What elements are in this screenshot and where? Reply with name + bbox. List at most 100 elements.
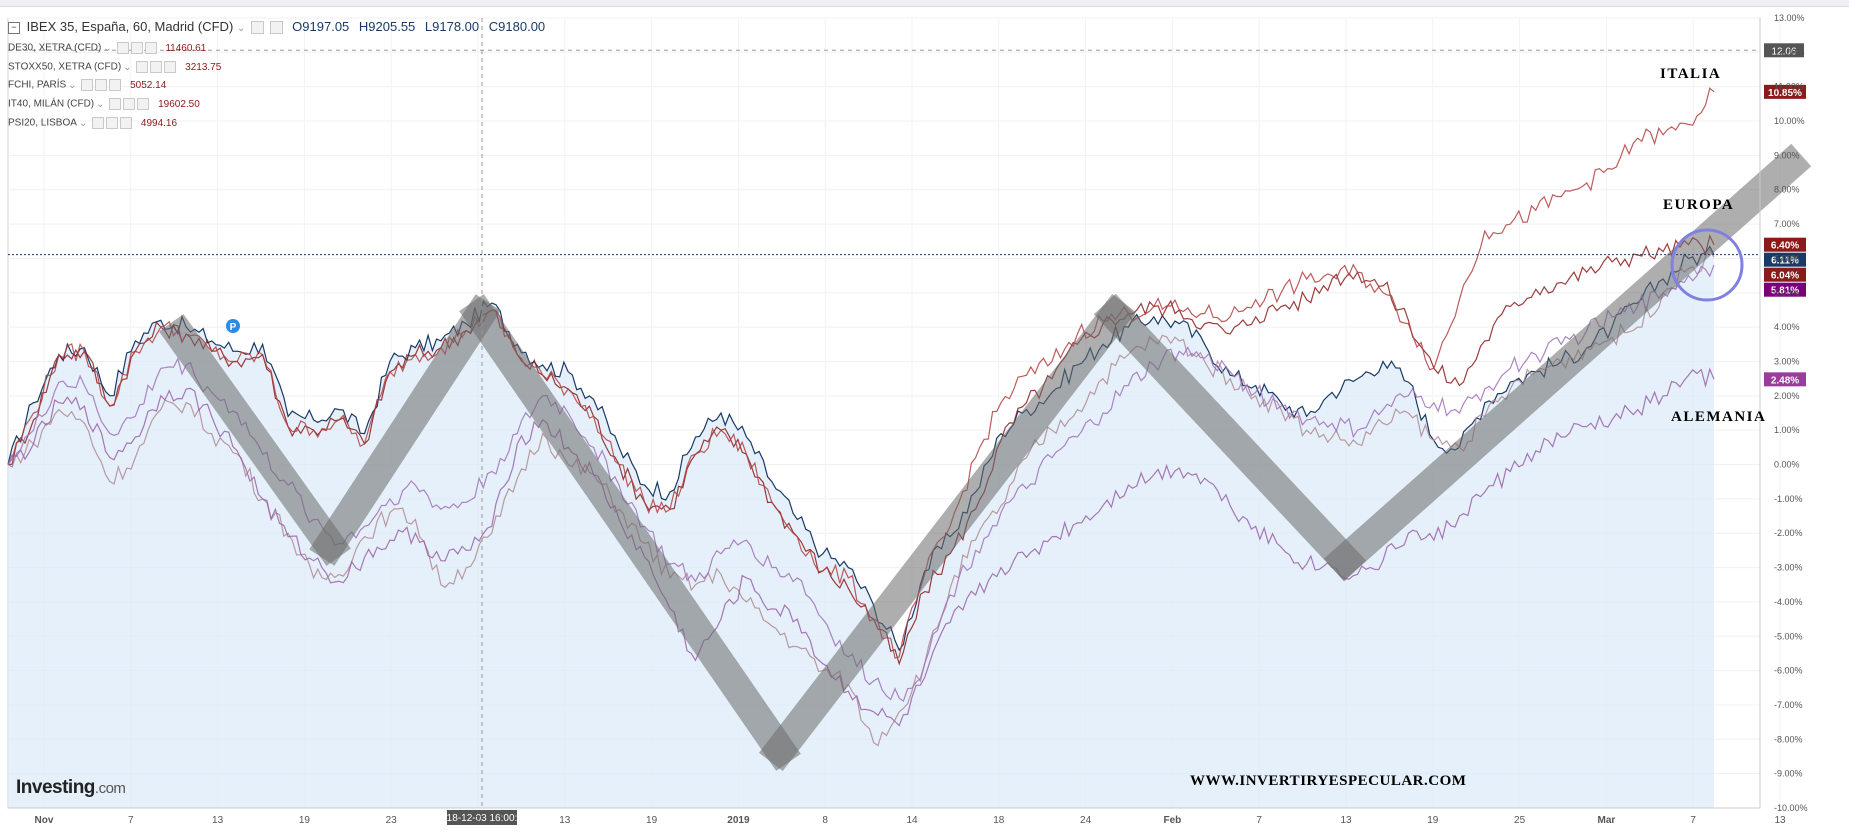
visibility-icon[interactable] xyxy=(109,98,122,110)
last-value-tag xyxy=(1764,372,1806,387)
x-tick-label: 14 xyxy=(906,815,918,826)
legend-label: IT40, MILÁN (CFD) xyxy=(8,98,95,110)
y-tick-label: 3.00% xyxy=(1774,356,1800,366)
close-icon[interactable] xyxy=(120,117,133,129)
y-tick-label: 5.00% xyxy=(1774,288,1800,298)
chevron-down-icon[interactable]: ⌄ xyxy=(103,42,112,54)
top-toolbar-strip xyxy=(0,0,1849,7)
visibility-icon[interactable] xyxy=(250,21,264,35)
chart-area-fill xyxy=(8,246,1714,808)
y-tick-label: 12.00% xyxy=(1774,47,1805,57)
close-icon[interactable] xyxy=(144,42,157,54)
x-tick-label: 13 xyxy=(1340,815,1352,826)
last-value-text: 6.11% xyxy=(1771,256,1799,267)
visibility-icon[interactable] xyxy=(116,42,129,54)
y-tick-label: 10.00% xyxy=(1774,116,1805,126)
open-value: O9197.05 xyxy=(292,19,350,34)
crosshair-date-text: 2018-12-03 16:00:00 xyxy=(436,813,529,824)
y-tick-label: 13.00% xyxy=(1774,13,1805,23)
high-value: H9205.55 xyxy=(358,19,416,34)
y-tick-label: -6.00% xyxy=(1774,666,1803,676)
y-tick-label: 1.00% xyxy=(1774,425,1800,435)
chevron-down-icon[interactable]: ⌄ xyxy=(123,61,132,73)
y-tick-label: 9.00% xyxy=(1774,150,1800,160)
main-legend[interactable]: − IBEX 35, España, 60, Madrid (CFD) ⌄ O9… xyxy=(8,19,546,35)
chevron-down-icon[interactable]: ⌄ xyxy=(96,98,105,110)
x-tick-label: 13 xyxy=(212,815,224,826)
legend-label: FCHI, PARÍS xyxy=(8,79,67,91)
legend-row-fchi[interactable]: FCHI, PARÍS ⌄ 5052.14 xyxy=(8,79,166,91)
legend-row-psi20[interactable]: PSI20, LISBOA ⌄ 4994.16 xyxy=(8,117,177,129)
highlight-circle xyxy=(1670,228,1744,302)
trend-band xyxy=(758,293,1137,772)
legend-row-it40[interactable]: IT40, MILÁN (CFD) ⌄ 19602.50 xyxy=(8,98,200,110)
last-value-tag xyxy=(1764,84,1806,99)
label-italia: ITALIA xyxy=(1660,66,1722,82)
chevron-down-icon[interactable]: ⌄ xyxy=(78,117,88,129)
legend-label: DE30, XETRA (CFD) xyxy=(8,42,102,54)
chevron-down-icon[interactable]: ⌄ xyxy=(68,79,77,91)
last-value-tag xyxy=(1764,252,1806,267)
settings-icon[interactable] xyxy=(130,42,143,54)
settings-icon[interactable] xyxy=(123,98,136,110)
trend-band xyxy=(1093,293,1367,582)
y-tick-label: -1.00% xyxy=(1774,494,1803,504)
series-line xyxy=(7,367,1715,727)
last-value-text: 2.48% xyxy=(1771,375,1799,386)
last-value-text: 6.04% xyxy=(1771,271,1799,282)
logo-suffix: .com xyxy=(94,780,126,797)
low-value: L9178.00 xyxy=(424,19,480,34)
series-line xyxy=(7,87,1715,659)
x-tick-label: 2019 xyxy=(727,815,750,826)
visibility-icon[interactable] xyxy=(92,117,105,129)
x-tick-label: 19 xyxy=(646,815,658,826)
last-value-tag xyxy=(1764,237,1806,252)
x-tick-label: 7 xyxy=(128,815,134,826)
chevron-down-icon[interactable]: ⌄ xyxy=(236,23,246,34)
event-marker xyxy=(226,319,240,333)
trend-band xyxy=(309,294,501,566)
x-tick-label: 23 xyxy=(386,815,398,826)
y-tick-label: -5.00% xyxy=(1774,631,1803,641)
x-tick-label: 13 xyxy=(559,815,571,826)
y-tick-label: 2.00% xyxy=(1774,391,1800,401)
legend-row-stoxx50[interactable]: STOXX50, XETRA (CFD) ⌄ 3213.75 xyxy=(8,61,221,73)
trend-band xyxy=(159,314,351,566)
visibility-icon[interactable] xyxy=(136,61,149,73)
close-value: C9180.00 xyxy=(488,19,546,34)
close-icon[interactable] xyxy=(164,61,177,73)
x-tick-label: 24 xyxy=(1080,815,1092,826)
x-tick-label: Feb xyxy=(1164,815,1182,826)
investing-logo: Investing.com xyxy=(16,777,126,799)
collapse-icon[interactable]: − xyxy=(8,21,20,34)
settings-icon[interactable] xyxy=(269,21,283,35)
legend-row-de30[interactable]: DE30, XETRA (CFD) ⌄ 11460.61 xyxy=(8,42,206,54)
settings-icon[interactable] xyxy=(95,79,108,91)
last-value-text: 10.85% xyxy=(1768,88,1802,99)
y-tick-label: 7.00% xyxy=(1774,219,1800,229)
x-tick-label: 19 xyxy=(299,815,311,826)
series-line xyxy=(7,248,1715,747)
settings-icon[interactable] xyxy=(106,117,119,129)
x-axis: Nov 7 13 19 23 7 13 19 2019 8 14 18 24 Feb 7 13 19 25 Mar 7… xyxy=(8,807,1786,826)
close-icon[interactable] xyxy=(109,79,122,91)
y-tick-label: -10.00% xyxy=(1774,803,1808,813)
y-tick-label: 8.00% xyxy=(1774,185,1800,195)
y-tick-label: 6.00% xyxy=(1774,253,1800,263)
series-line xyxy=(7,233,1715,666)
y-tick-label: 0.00% xyxy=(1774,460,1800,470)
y-tick-label: 4.00% xyxy=(1774,322,1800,332)
close-icon[interactable] xyxy=(137,98,150,110)
settings-icon[interactable] xyxy=(150,61,163,73)
visibility-icon[interactable] xyxy=(81,79,94,91)
legend-value: 5052.14 xyxy=(130,79,167,91)
chart-overlay: P 2018-12-03 16:00:00 12.06 10.85% 6.40% 6.11… xyxy=(8,18,1806,825)
last-value-text: 6.40% xyxy=(1771,241,1799,252)
symbol-title: IBEX 35, España, 60, Madrid (CFD) xyxy=(26,19,234,34)
x-tick-label: 7 xyxy=(1256,815,1262,826)
x-tick-label: Nov xyxy=(35,815,54,826)
x-tick-label: 7 xyxy=(1690,815,1696,826)
crosshair-date-tag xyxy=(447,810,517,825)
x-tick-label: 8 xyxy=(822,815,828,826)
